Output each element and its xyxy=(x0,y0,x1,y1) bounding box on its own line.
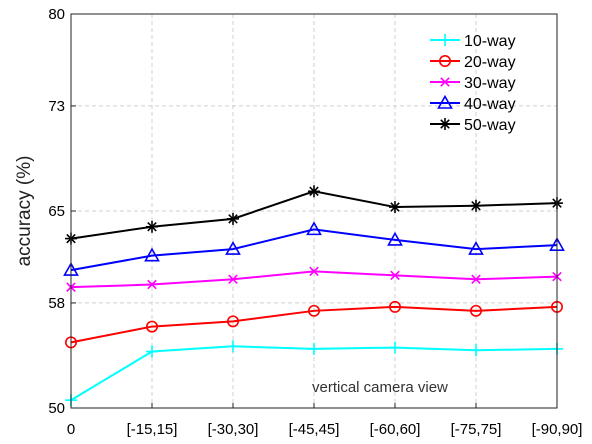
legend-item-50-way: 50-way xyxy=(430,117,516,134)
series-20-way-line xyxy=(70,305,558,344)
series-10-way-point xyxy=(308,342,320,355)
y-tick-label: 73 xyxy=(48,98,65,115)
y-axis-label: accuracy (%) xyxy=(14,156,35,267)
legend-label: 50-way xyxy=(464,117,516,134)
legend-item-10-way: 10-way xyxy=(430,33,516,50)
series-40-way-point xyxy=(144,247,160,262)
series-30-way-point xyxy=(471,274,481,285)
annotation-text: vertical camera view xyxy=(312,379,448,396)
y-tick-label: 80 xyxy=(48,6,65,23)
x-tick-label: [-90,90] xyxy=(532,421,583,438)
legend-label: 10-way xyxy=(464,33,516,50)
x-axis-ticks: 0 [-15,15] [-30,30] [-45,45] [-60,60] [-75,75… xyxy=(67,403,583,438)
x-tick-label: [-45,45] xyxy=(289,421,340,438)
series-50-way-point xyxy=(227,212,239,225)
legend: 10-way 20-way 30-way 40-way 50-way xyxy=(430,33,516,134)
legend-label: 30-way xyxy=(464,75,516,92)
x-tick-label: [-15,15] xyxy=(127,421,178,438)
series-20-way-point xyxy=(388,300,401,313)
series-40-way xyxy=(63,221,565,276)
series-layer xyxy=(63,185,565,407)
series-20-way-point xyxy=(227,315,240,328)
series-40-way-point xyxy=(225,240,241,255)
series-20-way-point xyxy=(469,304,482,317)
series-50-way-point xyxy=(146,220,158,233)
series-40-way-point xyxy=(306,221,322,236)
series-20-way-point xyxy=(307,304,320,317)
legend-item-40-way: 40-way xyxy=(430,94,516,113)
legend-swatch-marker xyxy=(439,34,451,46)
x-tick-label: 0 xyxy=(67,421,75,438)
series-30-way-point xyxy=(147,279,157,290)
y-axis-ticks: 50 58 65 73 80 xyxy=(48,6,76,417)
legend-swatch-marker xyxy=(438,54,451,67)
series-30-way xyxy=(66,266,562,292)
series-20-way-point xyxy=(146,320,159,333)
legend-label: 20-way xyxy=(464,54,516,71)
y-tick-label: 65 xyxy=(48,203,65,220)
legend-label: 40-way xyxy=(464,96,516,113)
series-50-way-point xyxy=(389,201,401,214)
series-10-way-point xyxy=(470,344,482,357)
x-tick-label: [-30,30] xyxy=(208,421,259,438)
series-50-way-point xyxy=(470,199,482,212)
series-30-way-point xyxy=(228,274,238,285)
y-tick-label: 50 xyxy=(48,400,65,417)
x-tick-label: [-75,75] xyxy=(451,421,502,438)
series-40-way-line xyxy=(70,228,558,272)
legend-swatch-marker xyxy=(439,118,451,130)
series-50-way-point xyxy=(308,185,320,198)
x-tick-label: [-60,60] xyxy=(370,421,421,438)
series-10-way-point xyxy=(227,340,239,353)
legend-swatch-marker xyxy=(440,77,450,87)
y-tick-label: 58 xyxy=(48,295,65,312)
legend-item-30-way: 30-way xyxy=(430,75,516,92)
series-10-way-point xyxy=(389,341,401,354)
series-40-way-point xyxy=(468,240,484,255)
series-30-way-point xyxy=(390,270,400,281)
series-40-way-point xyxy=(387,231,403,246)
legend-swatch-marker xyxy=(437,94,453,109)
series-30-way-point xyxy=(309,266,319,277)
legend-item-20-way: 20-way xyxy=(430,54,516,71)
series-10-way-point xyxy=(146,345,158,358)
